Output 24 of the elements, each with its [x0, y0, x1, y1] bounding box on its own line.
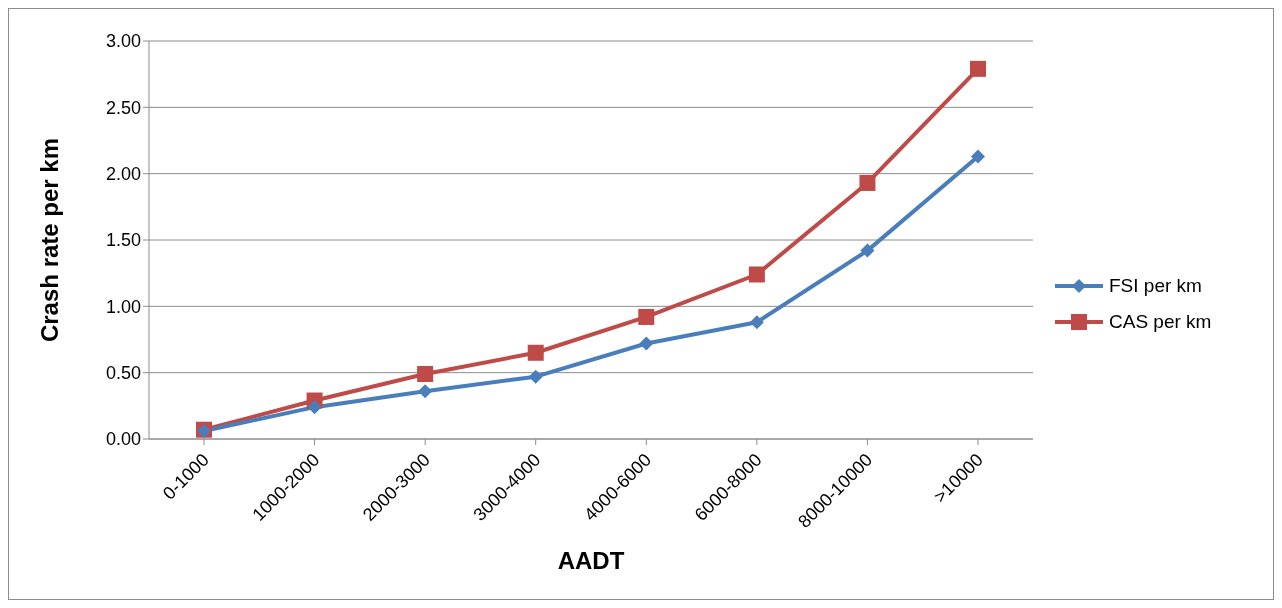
- point: [860, 243, 875, 258]
- y-tick-label: 3.00: [105, 31, 141, 52]
- point: [417, 365, 434, 382]
- y-tick-label: 1.00: [105, 296, 141, 317]
- point: [307, 400, 322, 415]
- point: [748, 266, 765, 283]
- x-axis-title: AADT: [557, 547, 625, 574]
- y-tick-label: 0.00: [105, 429, 141, 450]
- point: [749, 315, 764, 330]
- legend-label: CAS per km: [1109, 311, 1212, 333]
- y-tick-label: 1.50: [105, 230, 141, 251]
- point: [859, 174, 876, 191]
- y-tick-label: 2.50: [105, 97, 141, 118]
- y-axis-title: Crash rate per km: [35, 137, 63, 343]
- point: [639, 336, 654, 351]
- y-tick-label: 0.50: [105, 363, 141, 384]
- legend-label: FSI per km: [1109, 275, 1202, 297]
- point: [970, 60, 986, 77]
- point: [418, 384, 433, 399]
- point: [527, 344, 544, 361]
- point: [638, 308, 655, 325]
- point: [528, 369, 543, 384]
- y-tick-label: 2.00: [105, 164, 141, 185]
- point: [971, 149, 985, 164]
